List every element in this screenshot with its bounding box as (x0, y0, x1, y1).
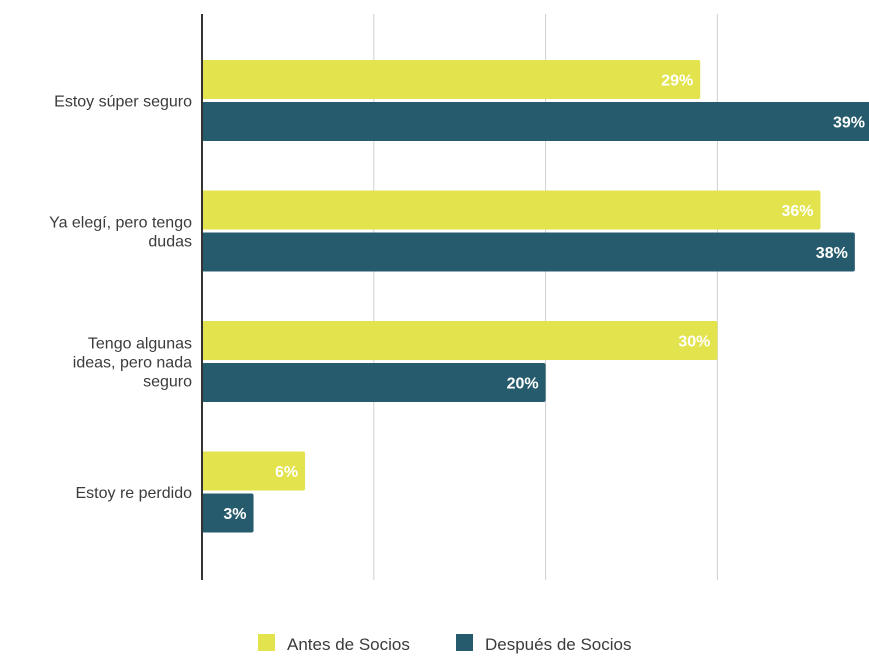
bar-series-2-cat-1[interactable] (202, 102, 869, 141)
legend: Antes de Socios Después de Socios (258, 634, 631, 654)
legend-label-1: Antes de Socios (287, 635, 410, 654)
data-label-series-1-cat-4: 6% (275, 464, 298, 481)
bar-series-1-cat-1[interactable] (202, 60, 701, 99)
bar-series-2-cat-2[interactable] (202, 232, 855, 272)
data-label-series-2-cat-3: 20% (507, 376, 539, 393)
category-label-line: dudas (148, 234, 192, 251)
category-label-line: Estoy re perdido (75, 485, 192, 502)
data-label-series-2-cat-2: 38% (816, 245, 848, 262)
legend-swatch-2 (456, 634, 473, 651)
category-label-2: Ya elegí, pero tengo dudas (49, 215, 192, 251)
legend-swatch-1 (258, 634, 275, 651)
bar-series-2-cat-4[interactable] (202, 493, 254, 533)
data-label-series-1-cat-1: 29% (661, 73, 693, 90)
category-label-line: Ya elegí, pero tengo (49, 215, 192, 232)
data-label-series-2-cat-4: 3% (223, 506, 246, 523)
category-label-3: Tengo algunas ideas, pero nada seguro (73, 336, 192, 391)
category-labels: Estoy súper seguro Ya elegí, pero tengo du… (49, 94, 192, 503)
category-label-line: Estoy súper seguro (54, 94, 192, 111)
bar-series-1-cat-3[interactable] (202, 321, 718, 360)
bar-series-1-cat-4[interactable] (202, 451, 306, 491)
data-label-series-1-cat-3: 30% (678, 334, 710, 351)
bar-series-2-cat-3[interactable] (202, 363, 546, 402)
category-label-line: Tengo algunas (88, 336, 192, 353)
category-label-4: Estoy re perdido (75, 485, 192, 502)
legend-label-2: Después de Socios (485, 635, 631, 654)
bar-series-1-cat-2[interactable] (202, 190, 821, 230)
category-label-line: seguro (143, 374, 192, 391)
category-label-1: Estoy súper seguro (54, 94, 192, 111)
data-label-series-1-cat-2: 36% (781, 203, 813, 220)
category-label-line: ideas, pero nada (73, 355, 192, 372)
bars: 29% 39% 36% 38% 30% 20% 6% 3% (202, 60, 869, 533)
data-label-series-2-cat-1: 39% (833, 115, 865, 132)
